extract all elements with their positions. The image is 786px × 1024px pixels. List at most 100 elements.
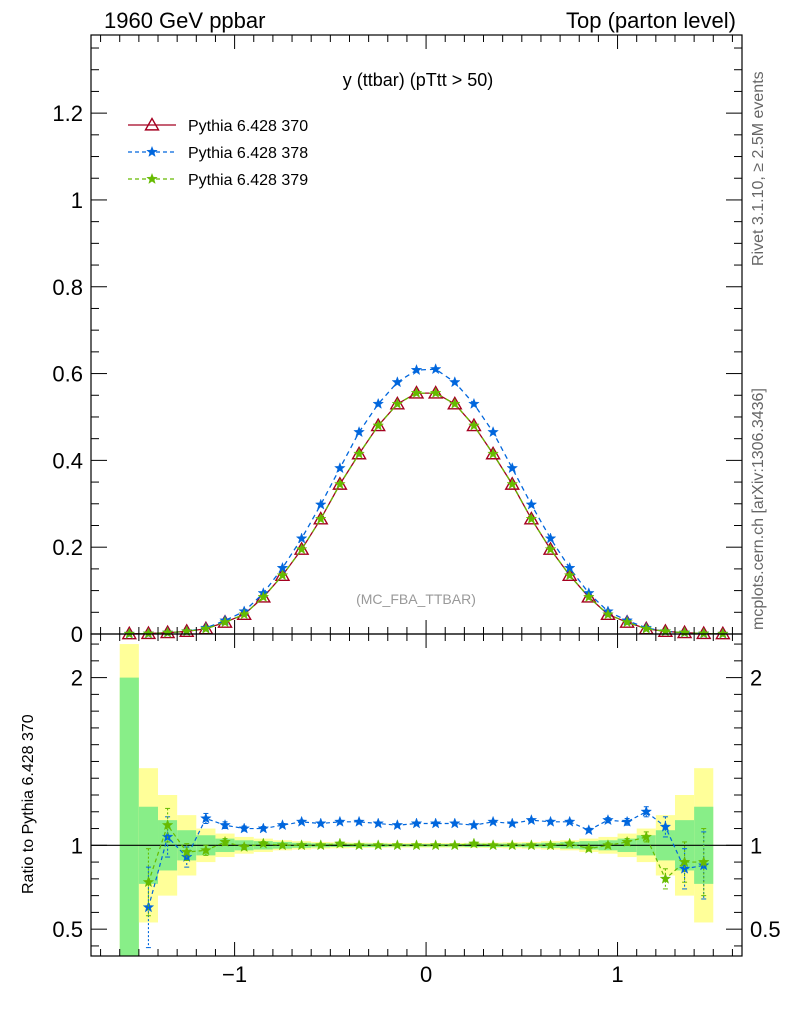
data-point-1: [506, 462, 519, 474]
ratio-data-point-1: [180, 845, 193, 857]
ratio-data-point-1: [161, 819, 174, 831]
ratio-data-point-0: [506, 817, 519, 829]
data-point-2: [372, 419, 384, 431]
header-right: Top (parton level): [566, 8, 736, 33]
data-point-2: [257, 591, 270, 603]
ratio-data-point-0: [621, 815, 633, 827]
ratio-data-point-1: [563, 837, 576, 849]
ratio-data-point-0: [583, 824, 595, 836]
data-point-1: [372, 397, 384, 409]
ratio-data-point-1: [525, 839, 538, 851]
data-point-1: [525, 498, 538, 510]
ratio-data-point-1: [276, 839, 289, 851]
data-point-2: [525, 512, 538, 524]
ratio-y-tick-label-left: 0.5: [52, 917, 83, 942]
legend-label-1: Pythia 6.428 378: [188, 145, 308, 162]
x-tick-label: 1: [611, 962, 623, 987]
data-point-2: [161, 626, 174, 638]
ratio-data-point-0: [334, 815, 346, 827]
ratio-plot: [91, 805, 742, 949]
data-point-2: [200, 622, 212, 634]
ratio-data-point-0: [353, 815, 365, 827]
ratio-y-tick-label-right: 1: [750, 833, 762, 858]
data-point-2: [640, 622, 653, 634]
y-tick-label: 1: [71, 188, 83, 213]
ratio-data-point-0: [468, 819, 480, 831]
ratio-y-tick-label-left: 2: [71, 666, 83, 691]
ratio-data-point-0: [314, 817, 327, 829]
ratio-data-point-1: [295, 839, 308, 851]
y-tick-label: 1.2: [52, 101, 83, 126]
ratio-data-point-0: [449, 817, 461, 829]
ratio-data-point-1: [257, 837, 270, 849]
data-point-2: [334, 478, 346, 490]
data-point-2: [123, 627, 136, 639]
ratio-data-point-0: [525, 814, 538, 826]
data-point-2: [353, 447, 365, 459]
ratio-data-point-1: [410, 839, 423, 851]
ratio-plot-frame: [90, 633, 743, 957]
ratio-uncertainty-bands: [119, 644, 714, 956]
y-tick-label: 0: [71, 622, 83, 647]
ratio-y-tick-label-right: 2: [750, 666, 762, 691]
data-point-1: [429, 363, 442, 375]
y-tick-label: 0.8: [52, 275, 83, 300]
data-point-2: [238, 608, 250, 620]
ratio-data-point-1: [238, 840, 250, 852]
data-point-1: [410, 364, 423, 376]
ratio-data-point-1: [449, 839, 461, 851]
data-point-2: [621, 616, 633, 628]
data-point-1: [391, 376, 404, 388]
data-point-2: [410, 387, 423, 399]
data-point-1: [334, 462, 346, 474]
ratio-data-point-0: [563, 815, 576, 827]
data-point-2: [678, 626, 691, 638]
ratio-data-point-0: [391, 819, 404, 831]
legend-marker-0: [144, 117, 160, 131]
data-point-2: [449, 397, 461, 409]
data-point-2: [506, 478, 519, 490]
data-point-1: [353, 426, 365, 438]
ratio-data-point-0: [200, 812, 212, 824]
analysis-watermark: (MC_FBA_TTBAR): [356, 591, 476, 607]
ratio-data-point-1: [200, 844, 212, 856]
ratio-data-point-1: [659, 872, 672, 884]
data-point-1: [314, 498, 327, 510]
ratio-data-point-1: [697, 856, 710, 867]
data-point-2: [142, 627, 155, 639]
ratio-data-point-1: [602, 839, 614, 851]
data-point-1: [295, 532, 308, 544]
ratio-data-point-0: [659, 820, 672, 832]
ratio-data-point-0: [257, 822, 270, 834]
main-plot: [121, 363, 731, 640]
data-point-2: [314, 512, 327, 524]
legend-label-2: Pythia 6.428 379: [188, 172, 308, 189]
ratio-data-point-1: [353, 839, 365, 851]
ratio-data-point-1: [487, 839, 499, 851]
ratio-y-tick-label-right: 0.5: [750, 917, 781, 942]
y-tick-label: 0.6: [52, 362, 83, 387]
data-point-2: [717, 627, 729, 639]
ratio-data-point-0: [410, 817, 423, 829]
data-point-1: [487, 426, 499, 438]
plot-title: y (ttbar) (pTtt > 50): [343, 70, 494, 90]
ratio-data-point-0: [602, 814, 614, 826]
data-point-2: [602, 608, 614, 620]
x-tick-label: 0: [420, 962, 432, 987]
ratio-data-point-1: [219, 835, 231, 847]
ratio-data-point-0: [640, 805, 653, 817]
ratio-data-point-0: [219, 819, 231, 831]
legend-marker-1: [146, 145, 158, 157]
y-tick-label: 0.2: [52, 535, 83, 560]
ratio-data-point-1: [678, 856, 691, 867]
data-point-2: [219, 616, 231, 628]
legend-marker-2: [146, 172, 158, 184]
ratio-data-point-1: [640, 830, 653, 842]
data-point-1: [449, 376, 461, 388]
data-point-1: [544, 532, 557, 544]
data-point-2: [563, 569, 576, 581]
ratio-data-point-1: [142, 876, 155, 888]
ratio-data-point-1: [372, 839, 384, 851]
ratio-data-point-0: [295, 815, 308, 827]
